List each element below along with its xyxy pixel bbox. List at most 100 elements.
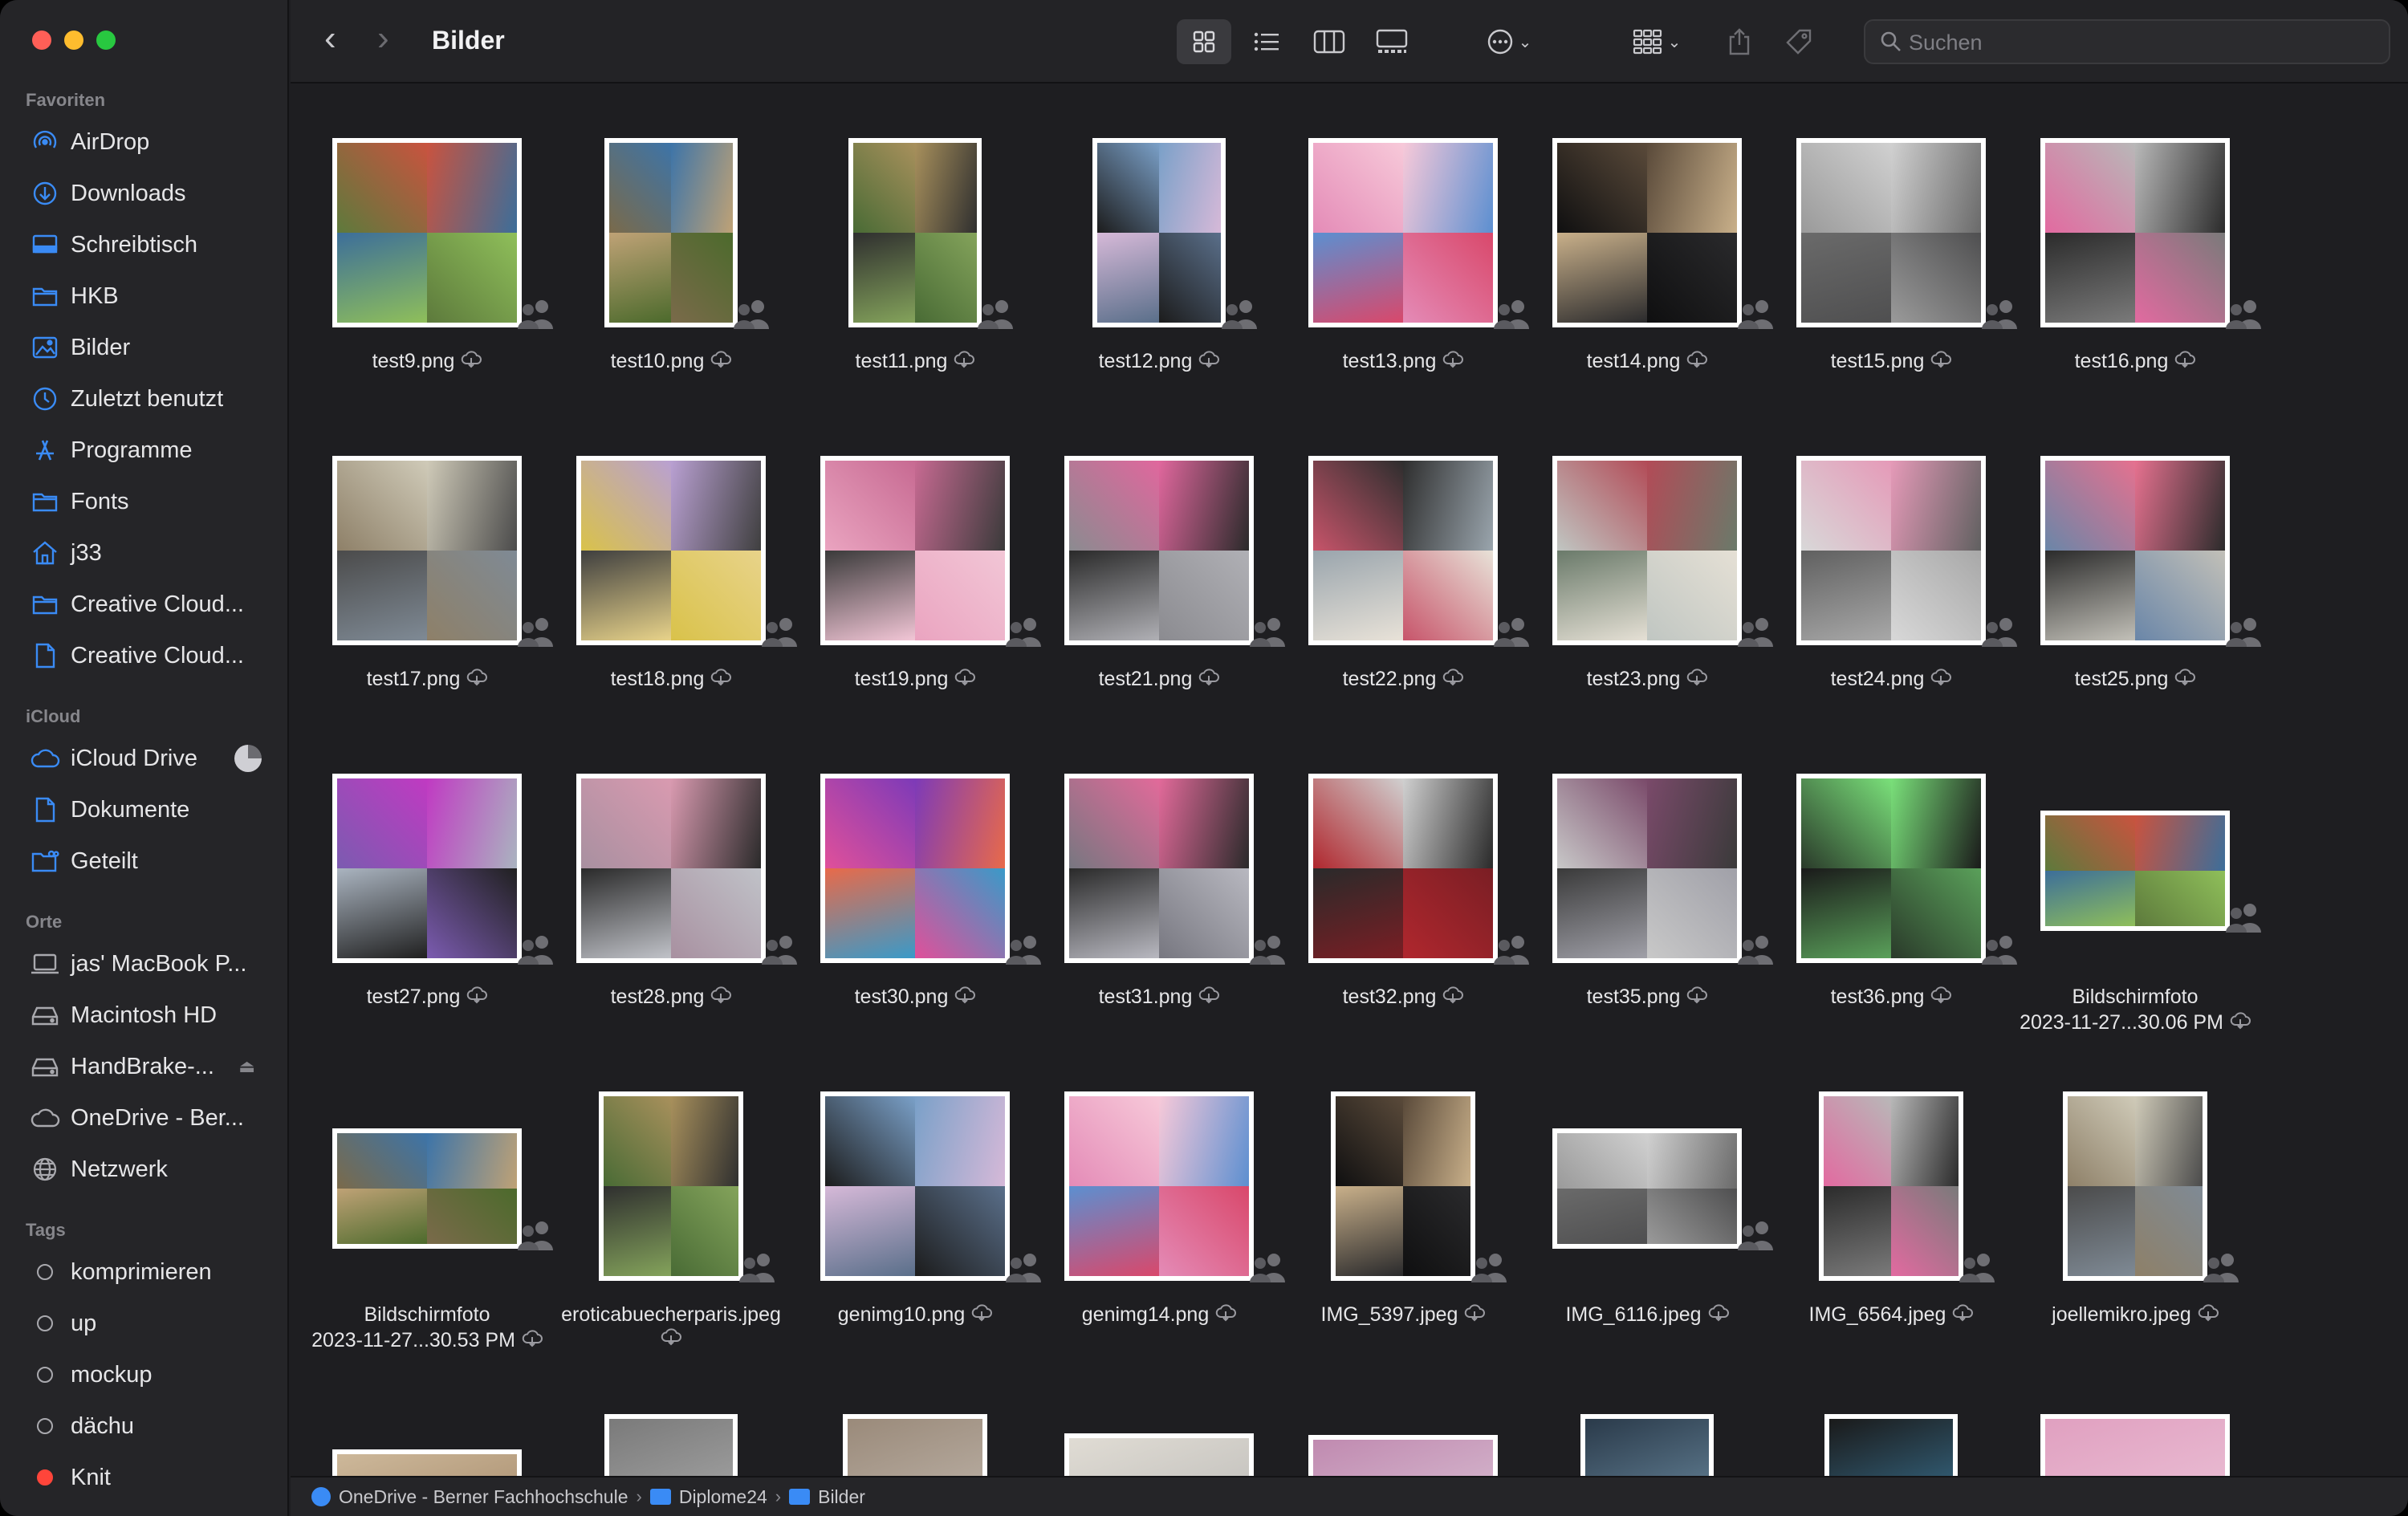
cloud-download-icon[interactable] [1464, 1304, 1486, 1327]
file-item[interactable]: test18.png [555, 449, 797, 754]
cloud-download-icon[interactable] [2198, 1304, 2219, 1327]
sidebar-item-bilder[interactable]: Bilder [0, 324, 289, 371]
sidebar-item-schreibtisch[interactable]: Schreibtisch [0, 222, 289, 268]
file-item[interactable]: test36.png [1775, 767, 2017, 1072]
path-item-onedrive[interactable]: OneDrive - Berner Fachhochschule [339, 1486, 628, 1507]
cloud-download-icon[interactable] [1686, 351, 1708, 374]
file-thumbnail[interactable] [1552, 774, 1742, 963]
sidebar-item-macintosh-hd[interactable]: Macintosh HD [0, 992, 289, 1038]
file-item[interactable]: test12.png [1043, 132, 1275, 437]
file-item[interactable]: genimg10.png [799, 1085, 1041, 1390]
cloud-download-icon[interactable] [461, 351, 482, 374]
sidebar-item-airdrop[interactable]: AirDrop [0, 119, 289, 165]
file-thumbnail[interactable] [576, 456, 766, 645]
sidebar-item-hkb[interactable]: HKB [0, 273, 289, 319]
file-item[interactable]: test9.png [311, 132, 553, 437]
file-thumbnail[interactable] [820, 774, 1010, 963]
file-item[interactable]: test32.png [1287, 767, 1529, 1072]
cloud-download-icon[interactable] [1198, 986, 1220, 1010]
cloud-download-icon[interactable] [661, 1328, 681, 1351]
sidebar-item-jas-macbook-p[interactable]: jas' MacBook P... [0, 941, 289, 987]
tags-button[interactable] [1777, 19, 1820, 64]
file-item[interactable]: Bildschirmfoto 2023-11-27...30.53 PM [311, 1085, 553, 1390]
file-thumbnail[interactable] [1308, 774, 1498, 963]
cloud-download-icon[interactable] [2174, 669, 2196, 692]
share-button[interactable] [1718, 19, 1761, 64]
cloud-download-icon[interactable] [1686, 986, 1708, 1010]
sidebar-item-programme[interactable]: Programme [0, 427, 289, 473]
file-thumbnail[interactable] [1092, 138, 1226, 327]
cloud-download-icon[interactable] [710, 986, 732, 1010]
cloud-download-icon[interactable] [1442, 351, 1464, 374]
file-item[interactable]: test15.png [1775, 132, 2017, 437]
group-by-button[interactable]: ⌄ [1623, 19, 1690, 64]
file-item[interactable]: joellemikro.jpeg [2019, 1085, 2251, 1390]
file-thumbnail[interactable] [1064, 1091, 1254, 1281]
cloud-download-icon[interactable] [954, 669, 976, 692]
file-item[interactable]: test21.png [1043, 449, 1285, 754]
file-item[interactable]: test16.png [2019, 132, 2261, 437]
cloud-download-icon[interactable] [710, 669, 732, 692]
cloud-download-icon[interactable] [710, 351, 732, 374]
cloud-download-icon[interactable] [466, 669, 488, 692]
cloud-download-icon[interactable] [954, 986, 976, 1010]
search-field[interactable]: Suchen [1864, 19, 2390, 64]
file-item[interactable]: test22.png [1287, 449, 1529, 754]
cloud-download-icon[interactable] [1215, 1304, 1237, 1327]
cloud-download-icon[interactable] [2174, 351, 2196, 374]
file-thumbnail[interactable] [1064, 456, 1254, 645]
action-menu-button[interactable]: ⌄ [1477, 19, 1541, 64]
sidebar-item-geteilt[interactable]: Geteilt [0, 838, 289, 884]
file-item[interactable]: IMG_5397.jpeg [1287, 1085, 1519, 1390]
file-thumbnail[interactable] [1580, 1414, 1714, 1476]
sidebar-item-komprimieren[interactable]: komprimieren [0, 1249, 289, 1295]
file-item[interactable]: test25.png [2019, 449, 2261, 754]
sidebar-item-knit[interactable]: Knit [0, 1454, 289, 1501]
file-item[interactable]: test28.png [555, 767, 797, 1072]
icon-view-button[interactable] [1177, 19, 1231, 64]
file-thumbnail[interactable] [2040, 138, 2230, 327]
file-item[interactable]: eroticabuecherparis.jpeg [555, 1085, 787, 1390]
sidebar-item-dächu[interactable]: dächu [0, 1403, 289, 1449]
sidebar-item-downloads[interactable]: Downloads [0, 170, 289, 217]
file-item[interactable]: test14.png [1531, 132, 1773, 437]
cloud-download-icon[interactable] [1952, 1304, 1974, 1327]
cloud-download-icon[interactable] [2230, 1012, 2251, 1035]
cloud-download-icon[interactable] [1198, 351, 1220, 374]
column-view-button[interactable] [1304, 19, 1355, 64]
sidebar-item-handbrake[interactable]: HandBrake-... ⏏ [0, 1043, 289, 1090]
file-thumbnail[interactable] [332, 1449, 522, 1476]
file-thumbnail[interactable] [599, 1091, 743, 1281]
file-thumbnail[interactable] [332, 774, 522, 963]
file-item[interactable]: Bildschirmfoto 2023-11-27...30.06 PM [2019, 767, 2261, 1072]
file-thumbnail[interactable] [1331, 1091, 1475, 1281]
file-item[interactable]: test23.png [1531, 449, 1773, 754]
file-thumbnail[interactable] [1796, 774, 1986, 963]
file-thumbnail[interactable] [604, 138, 738, 327]
sidebar-item-fonts[interactable]: Fonts [0, 478, 289, 525]
file-item[interactable]: test24.png [1775, 449, 2017, 754]
file-item[interactable]: test35.png [1531, 767, 1773, 1072]
sidebar-item-creative-cloud[interactable]: Creative Cloud... [0, 632, 289, 679]
sidebar-item-creative-cloud[interactable]: Creative Cloud... [0, 581, 289, 628]
file-item[interactable]: test19.png [799, 449, 1041, 754]
file-thumbnail[interactable] [2040, 1414, 2230, 1476]
file-thumbnail[interactable] [604, 1414, 738, 1476]
file-thumbnail[interactable] [2040, 811, 2230, 931]
file-thumbnail[interactable] [1308, 1435, 1498, 1476]
sidebar-item-onedrive-ber[interactable]: OneDrive - Ber... [0, 1095, 289, 1141]
file-thumbnail[interactable] [1308, 456, 1498, 645]
file-thumbnail[interactable] [1064, 1433, 1254, 1476]
file-item[interactable]: IMG_6564.jpeg [1775, 1085, 2007, 1390]
back-button[interactable]: ‹ [324, 18, 336, 58]
file-thumbnail[interactable] [1064, 774, 1254, 963]
cloud-download-icon[interactable] [1930, 669, 1952, 692]
file-thumbnail[interactable] [1552, 456, 1742, 645]
zoom-button[interactable] [96, 30, 116, 50]
file-item[interactable]: genimg14.png [1043, 1085, 1285, 1390]
file-item[interactable]: IMG_6116.jpeg [1531, 1085, 1773, 1390]
list-view-button[interactable] [1243, 19, 1291, 64]
forward-button[interactable]: › [377, 18, 389, 58]
file-thumbnail[interactable] [1796, 138, 1986, 327]
file-thumbnail[interactable] [332, 138, 522, 327]
